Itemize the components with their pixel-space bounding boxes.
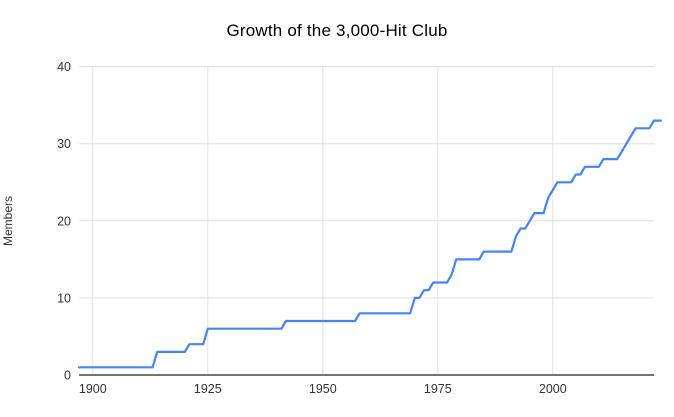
y-tick-label: 40 — [57, 60, 71, 74]
y-tick-label: 20 — [57, 214, 71, 228]
x-tick-label: 1925 — [194, 382, 222, 396]
x-tick-label: 1950 — [309, 382, 337, 396]
x-tick-label: 1900 — [79, 382, 107, 396]
y-tick-label: 0 — [64, 369, 71, 383]
y-tick-label: 10 — [57, 291, 71, 305]
y-axis-title: Members — [1, 196, 15, 247]
y-tick-label: 30 — [57, 137, 71, 151]
chart-title: Growth of the 3,000-Hit Club — [226, 21, 448, 40]
x-tick-label: 1975 — [424, 382, 452, 396]
members-series-line — [77, 119, 662, 369]
x-tick-label: 2000 — [539, 382, 567, 396]
